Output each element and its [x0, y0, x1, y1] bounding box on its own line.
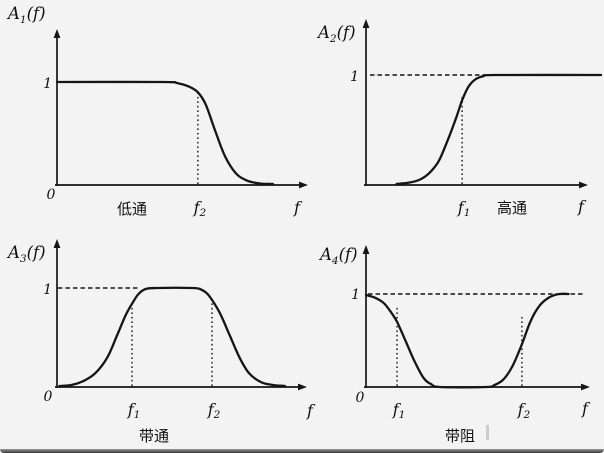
amplitude-axis-label: A1(f)	[6, 4, 46, 26]
highpass-plot: f1 A2(f) 1 高通 f	[316, 19, 603, 219]
frequency-axis-label: f	[577, 197, 587, 216]
origin-label: 0	[44, 389, 53, 405]
bandstop-plot: f1 f2 A4(f) 1 0 带阻 f	[318, 245, 591, 445]
unity-tick-label: 1	[350, 69, 359, 85]
cutoff-markers: f2	[193, 90, 207, 219]
amplitude-axis-label: A4(f)	[318, 245, 358, 267]
origin-label: 0	[356, 390, 365, 406]
stray-mark	[486, 425, 489, 440]
cutoff-markers: f1 f2	[127, 302, 221, 421]
x-axis-arrow	[581, 383, 590, 391]
response-curve	[58, 286, 287, 388]
cutoff-label: f2	[193, 198, 207, 219]
lowpass-plot: f2 A1(f) 1 0 低通 f	[6, 4, 308, 219]
cutoff-label: f1	[392, 400, 406, 421]
cutoff-label: f1	[457, 198, 471, 219]
response-curve	[395, 73, 603, 186]
cutoff-label: f1	[127, 400, 141, 421]
y-axis-arrow	[53, 239, 61, 248]
filter-type-label: 带阻	[445, 427, 475, 445]
unity-tick-label: 1	[351, 287, 360, 303]
frequency-axis-label: f	[306, 401, 316, 420]
bandpass-plot: f1 f2 A3(f) 1 0 带通 f	[6, 239, 316, 445]
cutoff-label: f2	[207, 400, 221, 421]
amplitude-axis-label: A2(f)	[316, 23, 356, 45]
amplitude-axis-label: A3(f)	[6, 243, 46, 265]
response-curve	[55, 80, 275, 186]
origin-label: 0	[47, 187, 56, 203]
y-axis-arrow	[362, 245, 370, 254]
cutoff-markers: f1	[457, 97, 471, 219]
frequency-axis-label: f	[293, 198, 303, 217]
response-curve	[364, 292, 570, 389]
cutoff-markers: f1 f2	[392, 305, 531, 421]
image-bottom-edge	[0, 449, 604, 453]
x-axis-arrow	[299, 181, 308, 189]
unity-tick-label: 1	[43, 282, 52, 298]
cutoff-label: f2	[517, 400, 531, 421]
filter-type-label: 低通	[117, 200, 147, 218]
x-axis-arrow	[579, 181, 588, 189]
frequency-axis-label: f	[581, 399, 591, 418]
y-axis-arrow	[362, 19, 370, 28]
x-axis-arrow	[298, 383, 307, 391]
unity-tick-label: 1	[43, 76, 52, 92]
filter-type-label: 高通	[497, 199, 527, 217]
filter-type-label: 带通	[139, 427, 169, 445]
y-axis-arrow	[53, 29, 61, 38]
